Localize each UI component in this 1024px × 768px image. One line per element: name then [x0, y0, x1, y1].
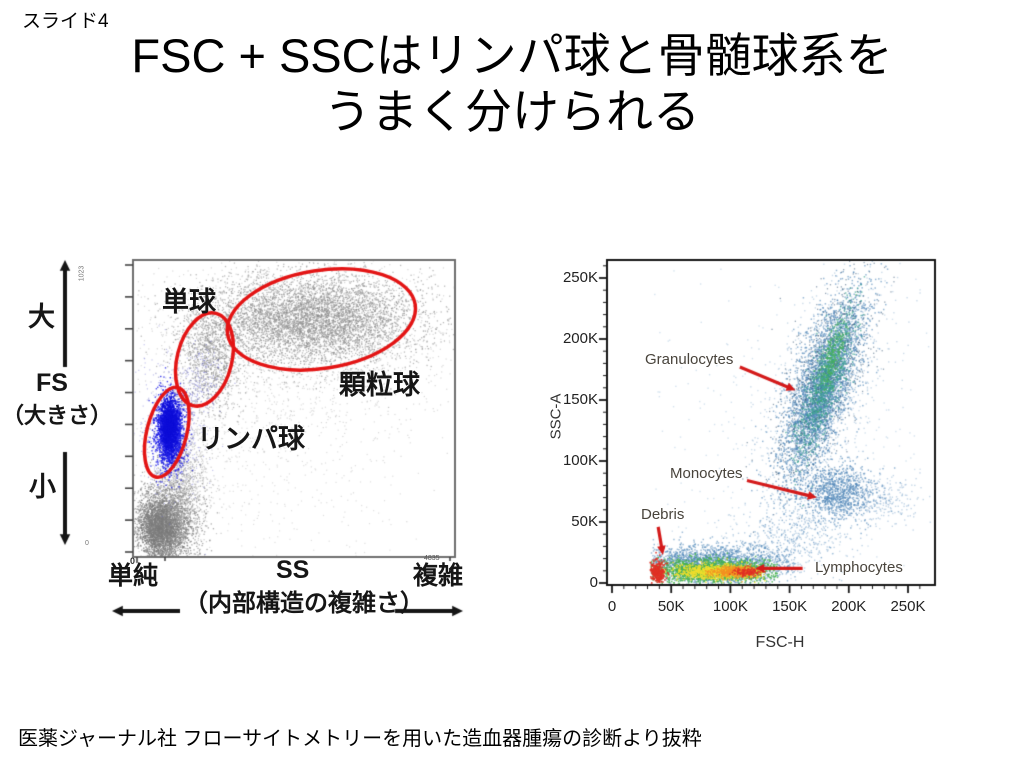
- y-axis-sub-label: （大きさ）: [2, 403, 113, 428]
- fsc-h-tick-label: 200K: [831, 598, 867, 615]
- lymphocytes-region-label: リンパ球: [197, 424, 305, 454]
- fs-ss-scatter-canvas: [0, 240, 520, 660]
- ssc-a-tick-label: 200K: [562, 330, 598, 347]
- fs-ss-figure: 大 FS （大きさ） 小 1023 0 0 4835 単球 顆粒球 リンパ球 単…: [0, 240, 520, 660]
- y-axis-label: SSC-A: [547, 393, 565, 440]
- fsc-ssc-scatter-canvas: [540, 240, 1020, 680]
- y-axis-bottom-label: 小: [29, 472, 56, 502]
- granulocytes-region-label: 顆粒球: [339, 370, 420, 400]
- ssc-a-tick-label: 150K: [562, 391, 598, 408]
- y-axis-label: FS: [36, 369, 68, 397]
- slide-title: FSC + SSCはリンパ球と骨髄球系を うまく分けられる: [0, 28, 1024, 141]
- fsc-ssc-figure: 0 50K 100K 150K 200K 250K 0 50K 100K 150K 200K 250…: [540, 240, 1020, 680]
- title-line-2: うまく分けられる: [324, 85, 700, 139]
- x-max-tick-label: 4835: [424, 555, 440, 562]
- monocytes-annotation: Monocytes: [670, 465, 743, 482]
- lymphocytes-annotation: Lymphocytes: [815, 559, 903, 576]
- debris-annotation: Debris: [641, 506, 685, 523]
- ssc-a-tick-label: 250K: [562, 269, 598, 286]
- ssc-a-tick-label: 50K: [571, 513, 598, 530]
- source-caption: 医薬ジャーナル社 フローサイトメトリーを用いた造血器腫瘍の診断より抜粋: [18, 728, 702, 750]
- y-min-tick-label: 0: [85, 540, 89, 547]
- monocytes-region-label: 単球: [162, 287, 216, 317]
- y-axis-top-label: 大: [28, 302, 55, 332]
- x-axis-label: SS: [276, 556, 310, 584]
- fsc-h-tick-label: 150K: [772, 598, 808, 615]
- fsc-h-tick-label: 250K: [890, 598, 926, 615]
- x-axis-left-label: 単純: [108, 562, 159, 590]
- fsc-h-tick-label: 100K: [712, 598, 748, 615]
- granulocytes-annotation: Granulocytes: [645, 351, 734, 368]
- ssc-a-tick-label: 0: [589, 574, 598, 591]
- fsc-h-tick-label: 50K: [657, 598, 685, 615]
- fsc-h-tick-label: 0: [607, 598, 617, 615]
- ssc-a-tick-label: 100K: [562, 452, 598, 469]
- x-axis-sub-label: （内部構造の複雑さ）: [184, 590, 424, 617]
- y-max-tick-label: 1023: [78, 265, 86, 282]
- x-min-tick-label: 0: [130, 556, 136, 566]
- slide-number-label: スライド4: [22, 11, 109, 32]
- x-axis-right-label: 複雑: [413, 562, 464, 590]
- x-axis-label: FSC-H: [755, 634, 805, 651]
- title-line-1: FSC + SSCはリンパ球と骨髄球系を: [131, 29, 893, 82]
